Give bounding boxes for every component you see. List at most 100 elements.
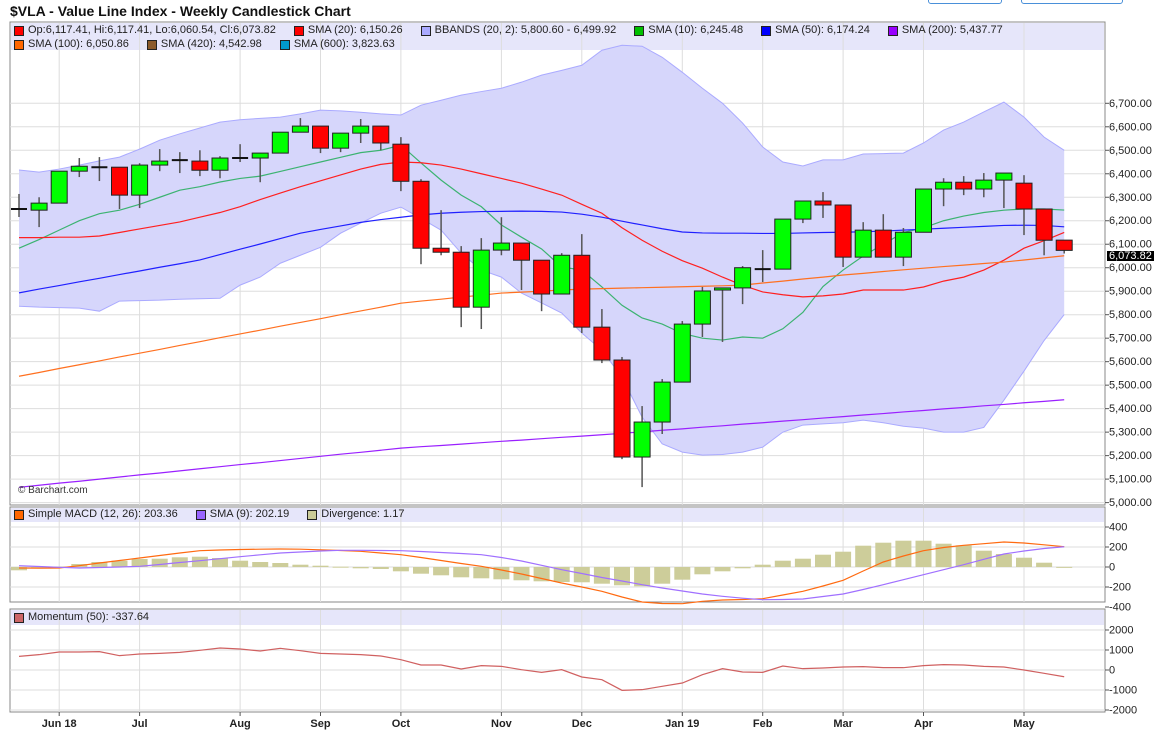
y-tick-label: 1000 [1109, 645, 1133, 657]
legend-swatch [14, 509, 24, 520]
candle [834, 204, 852, 268]
divergence-bar [292, 564, 309, 567]
legend-label: Op:6,117.41, Hi:6,117.41, Lo:6,060.54, C… [28, 24, 276, 36]
candle [232, 144, 249, 163]
divergence-bar [935, 543, 952, 567]
divergence-bar [232, 560, 249, 567]
legend-main: SMA (100): 6,050.86 SMA (420): 4,542.98 SM… [14, 38, 395, 51]
candle-body [573, 254, 591, 328]
divergence-bar [634, 567, 651, 587]
legend-item: SMA (420): 4,542.98 [146, 38, 262, 51]
y-tick-label: 5,900.00 [1109, 286, 1152, 298]
candle-body [251, 152, 269, 159]
y-tick-label: 200 [1109, 542, 1127, 554]
candle [935, 178, 953, 207]
candle-body [432, 247, 450, 253]
legend-label: SMA (20): 6,150.26 [307, 24, 403, 36]
legend-item: SMA (600): 3,823.63 [279, 38, 395, 51]
legend-item: SMA (20): 6,150.26 [293, 24, 403, 37]
candle-body [50, 170, 68, 204]
legend-label: SMA (9): 202.19 [209, 508, 290, 520]
legend-swatch [279, 39, 290, 50]
candle [492, 217, 510, 256]
divergence-bar [252, 562, 269, 567]
y-tick-label: 6,400.00 [1109, 168, 1152, 180]
legend-macd: Simple MACD (12, 26): 203.36 SMA (9): 202… [14, 508, 404, 521]
candle [955, 176, 973, 196]
candle [432, 210, 450, 256]
candle [111, 166, 128, 209]
candle-body [111, 166, 128, 196]
y-tick-label: 5,700.00 [1109, 333, 1152, 345]
legend-item: SMA (50): 6,174.24 [761, 24, 870, 37]
divergence-bar [794, 558, 811, 567]
candle [412, 179, 430, 265]
x-tick-label: Aug [229, 718, 250, 730]
candle [1055, 239, 1073, 254]
x-tick-label: Sep [310, 718, 330, 730]
divergence-bar [372, 567, 389, 569]
candle-body [151, 160, 169, 166]
y-tick-label: 6,300.00 [1109, 192, 1152, 204]
candle-body [372, 125, 390, 144]
candle [573, 234, 591, 334]
y-tick-label: 6,200.00 [1109, 215, 1152, 227]
divergence-bar [734, 567, 751, 569]
divergence-bar [774, 560, 791, 567]
candle-body [533, 259, 551, 295]
candle-body [794, 200, 812, 220]
candle-body [312, 125, 329, 149]
candle-body [412, 180, 430, 249]
candle-body [1015, 182, 1033, 210]
candle [814, 192, 832, 218]
legend-band-mom [11, 610, 1104, 625]
divergence-bar [111, 560, 128, 567]
candle-body [673, 323, 691, 383]
divergence-bar [573, 567, 590, 583]
candle [995, 172, 1013, 209]
candle [291, 118, 309, 133]
candle [613, 356, 631, 460]
toolbar-button[interactable] [928, 0, 1002, 4]
candle [312, 125, 329, 154]
divergence-bar [674, 567, 691, 580]
divergence-bar [453, 567, 470, 578]
x-tick-label: Apr [914, 718, 934, 730]
legend-label: SMA (10): 6,245.48 [648, 24, 744, 36]
candle [854, 222, 872, 258]
candle [452, 246, 470, 328]
candle [754, 250, 771, 283]
legend-swatch [761, 25, 772, 36]
candle-body [191, 160, 209, 171]
candle-body [553, 254, 571, 295]
toolbar-button[interactable] [1021, 0, 1123, 4]
candle [593, 309, 611, 364]
divergence-bar [855, 545, 872, 567]
candle [1015, 175, 1033, 236]
divergence-bar [1036, 562, 1053, 567]
x-tick-label: Feb [753, 718, 773, 730]
candle-body [30, 202, 48, 211]
legend-label: Momentum (50): -337.64 [28, 611, 150, 623]
divergence-bar [1056, 566, 1073, 568]
divergence-bar [11, 567, 27, 571]
candle-body [814, 200, 832, 206]
y-tick-label: 400 [1109, 522, 1127, 534]
candle [171, 152, 188, 174]
candle-body [935, 181, 953, 190]
x-tick-label: Jul [132, 718, 148, 730]
page-title: $VLA - Value Line Index - Weekly Candles… [10, 3, 351, 19]
candle-body [291, 125, 309, 133]
y-tick-label: 2000 [1109, 625, 1133, 637]
candle [151, 149, 169, 172]
divergence-bar [272, 563, 289, 567]
legend-item: SMA (9): 202.19 [195, 508, 290, 521]
line-momentum [18, 647, 1065, 691]
legend-swatch [14, 39, 24, 50]
divergence-bar [694, 567, 711, 575]
candle-body [714, 287, 731, 291]
candle [271, 131, 289, 154]
candle-body [492, 242, 510, 251]
y-tick-label: 6,000.00 [1109, 262, 1152, 274]
candle-body [734, 267, 752, 289]
